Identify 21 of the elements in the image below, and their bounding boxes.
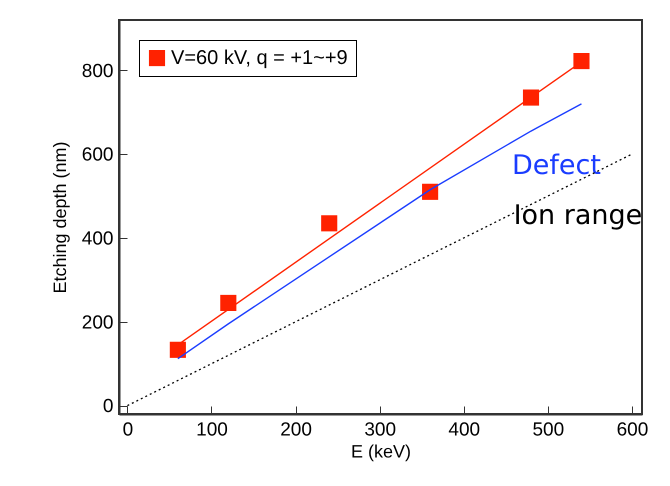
- y-axis-title: Etching depth (nm): [50, 141, 70, 294]
- point: [220, 294, 236, 311]
- x-tick-label: 600: [616, 420, 648, 440]
- y-tick-label: 0: [102, 396, 114, 418]
- series-label: Defect: [512, 150, 601, 181]
- x-tick-label: 500: [532, 420, 564, 440]
- point: [573, 53, 590, 70]
- x-axis-title: E (keV): [350, 442, 412, 462]
- y-tick-label: 200: [82, 312, 114, 334]
- legend-label: V=60 kV, q = +1~+9: [171, 47, 348, 69]
- point: [170, 342, 186, 358]
- point: [321, 215, 338, 232]
- x-tick-label: 100: [196, 420, 228, 440]
- x-tick-label: 200: [280, 420, 312, 440]
- x-tick-label: 0: [122, 420, 134, 440]
- series-label: Ion range: [514, 200, 642, 232]
- y-tick-label: 400: [82, 228, 114, 250]
- y-tick-label: 800: [82, 60, 114, 82]
- y-tick-label: 600: [82, 144, 114, 166]
- x-tick-label: 300: [364, 420, 396, 440]
- x-tick-label: 400: [448, 420, 480, 440]
